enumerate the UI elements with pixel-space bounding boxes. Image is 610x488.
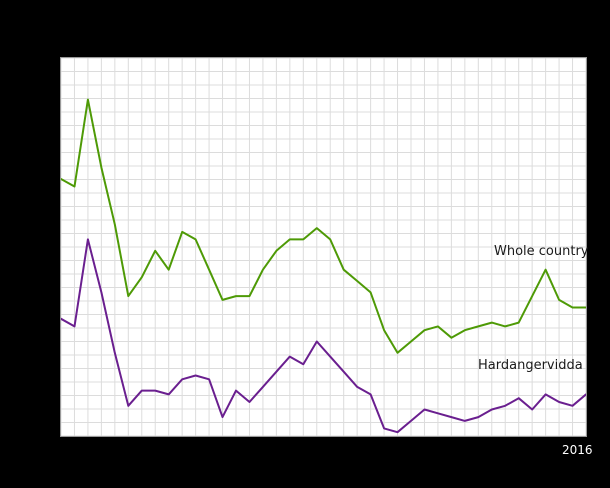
x-axis-tick-label-2016: 2016 bbox=[562, 443, 593, 457]
series-label-hardangervidda: Hardangervidda bbox=[478, 358, 583, 373]
series-label-whole-country: Whole country bbox=[494, 244, 589, 259]
series-line-hardangervidda bbox=[61, 238, 586, 434]
series-line-whole-country bbox=[61, 98, 586, 354]
chart-svg bbox=[61, 58, 586, 436]
plot-area: Whole country Hardangervidda bbox=[60, 57, 589, 437]
